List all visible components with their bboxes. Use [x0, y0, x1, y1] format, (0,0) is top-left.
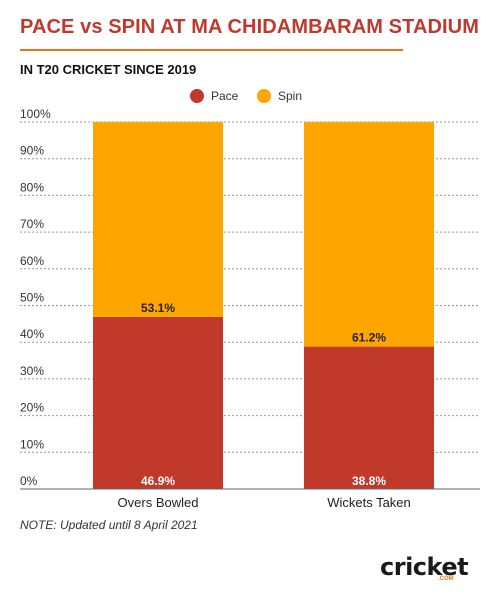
legend-item-spin: Spin — [257, 89, 302, 103]
y-tick-label: 40% — [20, 327, 44, 341]
cricket-com-logo: cricket .COM — [380, 555, 480, 585]
x-category-label: Wickets Taken — [327, 495, 411, 510]
chart-legend: Pace Spin — [0, 89, 500, 107]
legend-swatch-spin — [257, 89, 271, 103]
x-category-label: Overs Bowled — [118, 495, 199, 510]
y-tick-label: 80% — [20, 180, 44, 194]
legend-label-pace: Pace — [211, 89, 239, 103]
y-tick-label: 20% — [20, 401, 44, 415]
y-tick-label: 90% — [20, 144, 44, 158]
bar-spin — [93, 122, 223, 317]
bar-spin — [304, 122, 434, 347]
y-tick-label: 100% — [20, 107, 51, 121]
data-label-pace: 46.9% — [141, 474, 175, 488]
y-tick-label: 70% — [20, 217, 44, 231]
y-tick-label: 10% — [20, 437, 44, 451]
legend-item-pace: Pace — [190, 89, 238, 103]
legend-label-spin: Spin — [278, 89, 303, 103]
legend-swatch-pace — [190, 89, 204, 103]
y-tick-label: 50% — [20, 291, 44, 305]
chart-title: PACE vs SPIN AT MA CHIDAMBARAM STADIUM — [20, 16, 479, 38]
logo-wordmark: cricket — [380, 553, 469, 581]
bar-pace — [304, 346, 434, 489]
data-label-spin: 53.1% — [141, 301, 175, 315]
title-underline — [20, 49, 403, 51]
y-tick-label: 0% — [20, 474, 38, 488]
bar-pace — [93, 316, 223, 489]
footnote: NOTE: Updated until 8 April 2021 — [20, 518, 198, 532]
y-tick-label: 60% — [20, 254, 44, 268]
data-label-spin: 61.2% — [352, 331, 386, 345]
y-tick-label: 30% — [20, 364, 44, 378]
data-label-pace: 38.8% — [352, 474, 386, 488]
logo-suffix: .COM — [438, 576, 454, 582]
chart-subtitle: IN T20 CRICKET SINCE 2019 — [20, 62, 197, 77]
